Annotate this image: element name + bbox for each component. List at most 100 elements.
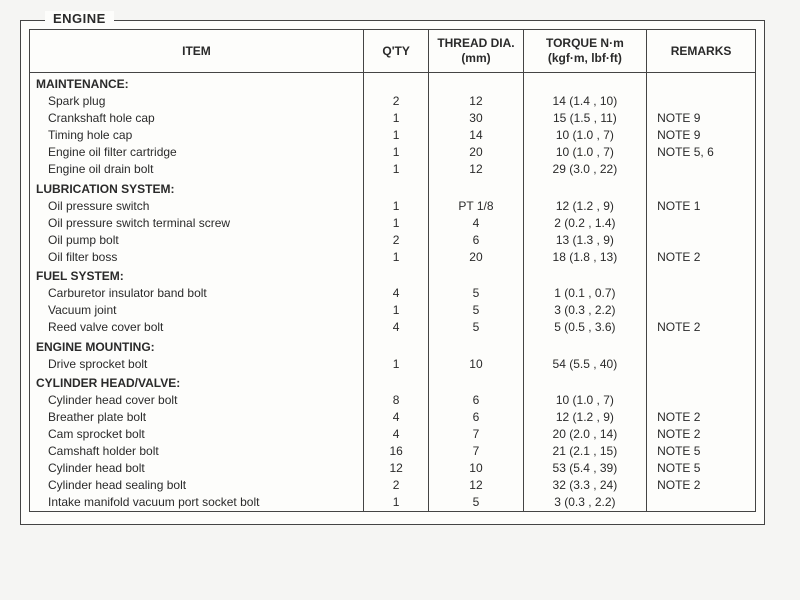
cell-remarks (647, 494, 756, 512)
cell-item: Drive sprocket bolt (30, 355, 364, 372)
cell-torque: 21 (2.1 , 15) (523, 443, 646, 460)
cell-torque: 32 (3.3 , 24) (523, 477, 646, 494)
col-header-qty: Q'TY (363, 30, 428, 73)
cell-remarks: NOTE 2 (647, 248, 756, 265)
cell-item: Reed valve cover bolt (30, 319, 364, 336)
cell-item: Oil pressure switch terminal screw (30, 214, 364, 231)
frame-title: ENGINE (45, 11, 114, 26)
table-row: Oil filter boss12018 (1.8 , 13)NOTE 2 (30, 248, 756, 265)
cell-qty: 1 (363, 110, 428, 127)
cell-item: Cylinder head bolt (30, 460, 364, 477)
table-row: Crankshaft hole cap13015 (1.5 , 11)NOTE … (30, 110, 756, 127)
section-name: ENGINE MOUNTING: (30, 336, 364, 356)
cell-qty: 1 (363, 302, 428, 319)
cell-qty: 1 (363, 214, 428, 231)
table-row: Oil pressure switch1PT 1/812 (1.2 , 9)NO… (30, 197, 756, 214)
cell-remarks (647, 355, 756, 372)
table-row: Drive sprocket bolt11054 (5.5 , 40) (30, 355, 756, 372)
cell-qty: 1 (363, 144, 428, 161)
cell-remarks: NOTE 2 (647, 409, 756, 426)
cell-thread: 10 (429, 355, 523, 372)
cell-item: Engine oil filter cartridge (30, 144, 364, 161)
cell-torque: 12 (1.2 , 9) (523, 197, 646, 214)
cell-item: Oil filter boss (30, 248, 364, 265)
cell-thread: 5 (429, 302, 523, 319)
col-header-torque: TORQUE N·m (kgf·m, lbf·ft) (523, 30, 646, 73)
cell-torque: 12 (1.2 , 9) (523, 409, 646, 426)
table-body: MAINTENANCE:Spark plug21214 (1.4 , 10)Cr… (30, 73, 756, 512)
cell-thread: 7 (429, 426, 523, 443)
cell-qty: 12 (363, 460, 428, 477)
cell-torque: 15 (1.5 , 11) (523, 110, 646, 127)
cell-thread: 5 (429, 285, 523, 302)
cell-remarks (647, 285, 756, 302)
cell-torque: 54 (5.5 , 40) (523, 355, 646, 372)
cell-torque: 3 (0.3 , 2.2) (523, 302, 646, 319)
cell-remarks: NOTE 9 (647, 127, 756, 144)
cell-qty: 2 (363, 231, 428, 248)
section-row: CYLINDER HEAD/VALVE: (30, 372, 756, 392)
cell-qty: 8 (363, 392, 428, 409)
table-row: Spark plug21214 (1.4 , 10) (30, 93, 756, 110)
cell-torque: 1 (0.1 , 0.7) (523, 285, 646, 302)
cell-qty: 1 (363, 161, 428, 178)
table-row: Oil pressure switch terminal screw142 (0… (30, 214, 756, 231)
cell-thread: 20 (429, 144, 523, 161)
cell-qty: 4 (363, 409, 428, 426)
section-name: CYLINDER HEAD/VALVE: (30, 372, 364, 392)
cell-remarks: NOTE 1 (647, 197, 756, 214)
cell-remarks (647, 214, 756, 231)
cell-qty: 2 (363, 93, 428, 110)
table-row: Breather plate bolt4612 (1.2 , 9)NOTE 2 (30, 409, 756, 426)
table-row: Cylinder head bolt121053 (5.4 , 39)NOTE … (30, 460, 756, 477)
cell-torque: 53 (5.4 , 39) (523, 460, 646, 477)
cell-thread: 6 (429, 409, 523, 426)
table-row: Timing hole cap11410 (1.0 , 7)NOTE 9 (30, 127, 756, 144)
cell-remarks (647, 392, 756, 409)
table-row: Engine oil drain bolt11229 (3.0 , 22) (30, 161, 756, 178)
cell-item: Crankshaft hole cap (30, 110, 364, 127)
cell-thread: 4 (429, 214, 523, 231)
cell-qty: 4 (363, 319, 428, 336)
col-header-item: ITEM (30, 30, 364, 73)
cell-item: Spark plug (30, 93, 364, 110)
cell-torque: 20 (2.0 , 14) (523, 426, 646, 443)
cell-thread: 5 (429, 319, 523, 336)
table-header-row: ITEM Q'TY THREAD DIA. (mm) TORQUE N·m (k… (30, 30, 756, 73)
cell-qty: 1 (363, 355, 428, 372)
table-row: Reed valve cover bolt455 (0.5 , 3.6)NOTE… (30, 319, 756, 336)
cell-remarks: NOTE 5 (647, 460, 756, 477)
cell-torque: 13 (1.3 , 9) (523, 231, 646, 248)
cell-thread: 12 (429, 477, 523, 494)
col-header-remarks: REMARKS (647, 30, 756, 73)
cell-qty: 1 (363, 127, 428, 144)
cell-item: Cylinder head cover bolt (30, 392, 364, 409)
engine-torque-table-frame: ENGINE ITEM Q'TY THREAD DIA. (mm) TORQUE… (20, 20, 765, 525)
cell-thread: 10 (429, 460, 523, 477)
table-row: Cam sprocket bolt4720 (2.0 , 14)NOTE 2 (30, 426, 756, 443)
cell-thread: 5 (429, 494, 523, 512)
cell-torque: 29 (3.0 , 22) (523, 161, 646, 178)
section-row: FUEL SYSTEM: (30, 265, 756, 285)
cell-qty: 4 (363, 285, 428, 302)
cell-torque: 3 (0.3 , 2.2) (523, 494, 646, 512)
table-row: Carburetor insulator band bolt451 (0.1 ,… (30, 285, 756, 302)
cell-remarks: NOTE 9 (647, 110, 756, 127)
section-row: LUBRICATION SYSTEM: (30, 178, 756, 198)
cell-thread: 6 (429, 392, 523, 409)
cell-item: Cam sprocket bolt (30, 426, 364, 443)
cell-torque: 2 (0.2 , 1.4) (523, 214, 646, 231)
cell-remarks: NOTE 2 (647, 426, 756, 443)
cell-qty: 4 (363, 426, 428, 443)
cell-thread: 12 (429, 161, 523, 178)
cell-torque: 10 (1.0 , 7) (523, 392, 646, 409)
torque-table: ITEM Q'TY THREAD DIA. (mm) TORQUE N·m (k… (29, 29, 756, 512)
cell-qty: 1 (363, 494, 428, 512)
cell-qty: 16 (363, 443, 428, 460)
cell-item: Oil pressure switch (30, 197, 364, 214)
cell-item: Vacuum joint (30, 302, 364, 319)
cell-torque: 5 (0.5 , 3.6) (523, 319, 646, 336)
section-name: MAINTENANCE: (30, 73, 364, 93)
cell-item: Intake manifold vacuum port socket bolt (30, 494, 364, 512)
table-row: Intake manifold vacuum port socket bolt1… (30, 494, 756, 512)
